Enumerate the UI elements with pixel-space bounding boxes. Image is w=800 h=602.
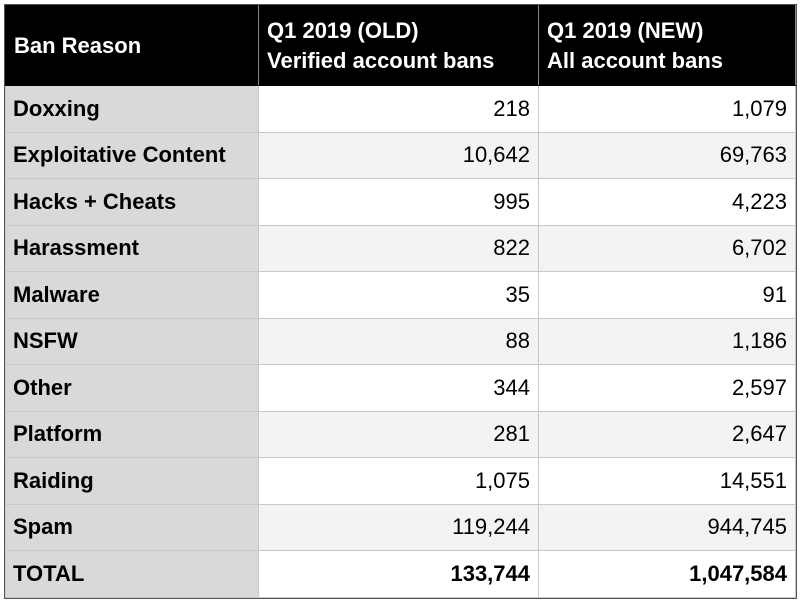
cell-value: 88 [258, 317, 539, 365]
cell-value: 2,647 [538, 410, 796, 458]
column-header: Q1 2019 (OLD) Verified account bans [258, 5, 539, 86]
cell-value: 1,079 [538, 85, 796, 133]
header-row: Ban Reason Q1 2019 (OLD) Verified account … [5, 5, 796, 86]
cell-value: 10,642 [258, 131, 539, 179]
cell-value: 995 [258, 178, 539, 226]
table-row: Raiding 1,075 14,551 [5, 457, 796, 505]
table-row: TOTAL 133,744 1,047,584 [5, 550, 796, 598]
cell-value: 1,186 [538, 317, 796, 365]
row-label: Raiding [5, 457, 259, 505]
header-line: Q1 2019 (OLD) [267, 17, 419, 43]
table-row: Platform 281 2,647 [5, 410, 796, 458]
column-header: Ban Reason [5, 5, 259, 86]
cell-value: 281 [258, 410, 539, 458]
table-row: Spam 119,244 944,745 [5, 503, 796, 551]
row-label: Malware [5, 271, 259, 319]
cell-value: 1,075 [258, 457, 539, 505]
row-label: Harassment [5, 224, 259, 272]
cell-value: 6,702 [538, 224, 796, 272]
row-label: NSFW [5, 317, 259, 365]
cell-value: 69,763 [538, 131, 796, 179]
cell-value: 91 [538, 271, 796, 319]
table-row: Other 344 2,597 [5, 364, 796, 412]
table-header: Ban Reason Q1 2019 (OLD) Verified account … [5, 5, 796, 86]
cell-value: 822 [258, 224, 539, 272]
cell-value: 944,745 [538, 503, 796, 551]
cell-value: 218 [258, 85, 539, 133]
cell-value: 344 [258, 364, 539, 412]
header-line: Q1 2019 (NEW) [547, 17, 704, 43]
row-label: Other [5, 364, 259, 412]
header-line: All account bans [547, 47, 724, 73]
cell-value: 2,597 [538, 364, 796, 412]
cell-value: 14,551 [538, 457, 796, 505]
row-label: Platform [5, 410, 259, 458]
header-line: Verified account bans [267, 47, 495, 73]
table-row: NSFW 88 1,186 [5, 317, 796, 365]
table-row: Doxxing 218 1,079 [5, 85, 796, 133]
row-label: Spam [5, 503, 259, 551]
column-header: Q1 2019 (NEW) All account bans [538, 5, 796, 86]
row-label: Exploitative Content [5, 131, 259, 179]
ban-table: Ban Reason Q1 2019 (OLD) Verified account … [4, 4, 797, 599]
cell-value: 1,047,584 [538, 550, 796, 598]
cell-value: 119,244 [258, 503, 539, 551]
table-body: Doxxing 218 1,079 Exploitative Content 10,64… [5, 85, 796, 598]
table-row: Malware 35 91 [5, 271, 796, 319]
row-label: Doxxing [5, 85, 259, 133]
cell-value: 133,744 [258, 550, 539, 598]
table-row: Exploitative Content 10,642 69,763 [5, 131, 796, 179]
row-label: TOTAL [5, 550, 259, 598]
table-row: Hacks + Cheats 995 4,223 [5, 178, 796, 226]
table-row: Harassment 822 6,702 [5, 224, 796, 272]
cell-value: 35 [258, 271, 539, 319]
row-label: Hacks + Cheats [5, 178, 259, 226]
cell-value: 4,223 [538, 178, 796, 226]
